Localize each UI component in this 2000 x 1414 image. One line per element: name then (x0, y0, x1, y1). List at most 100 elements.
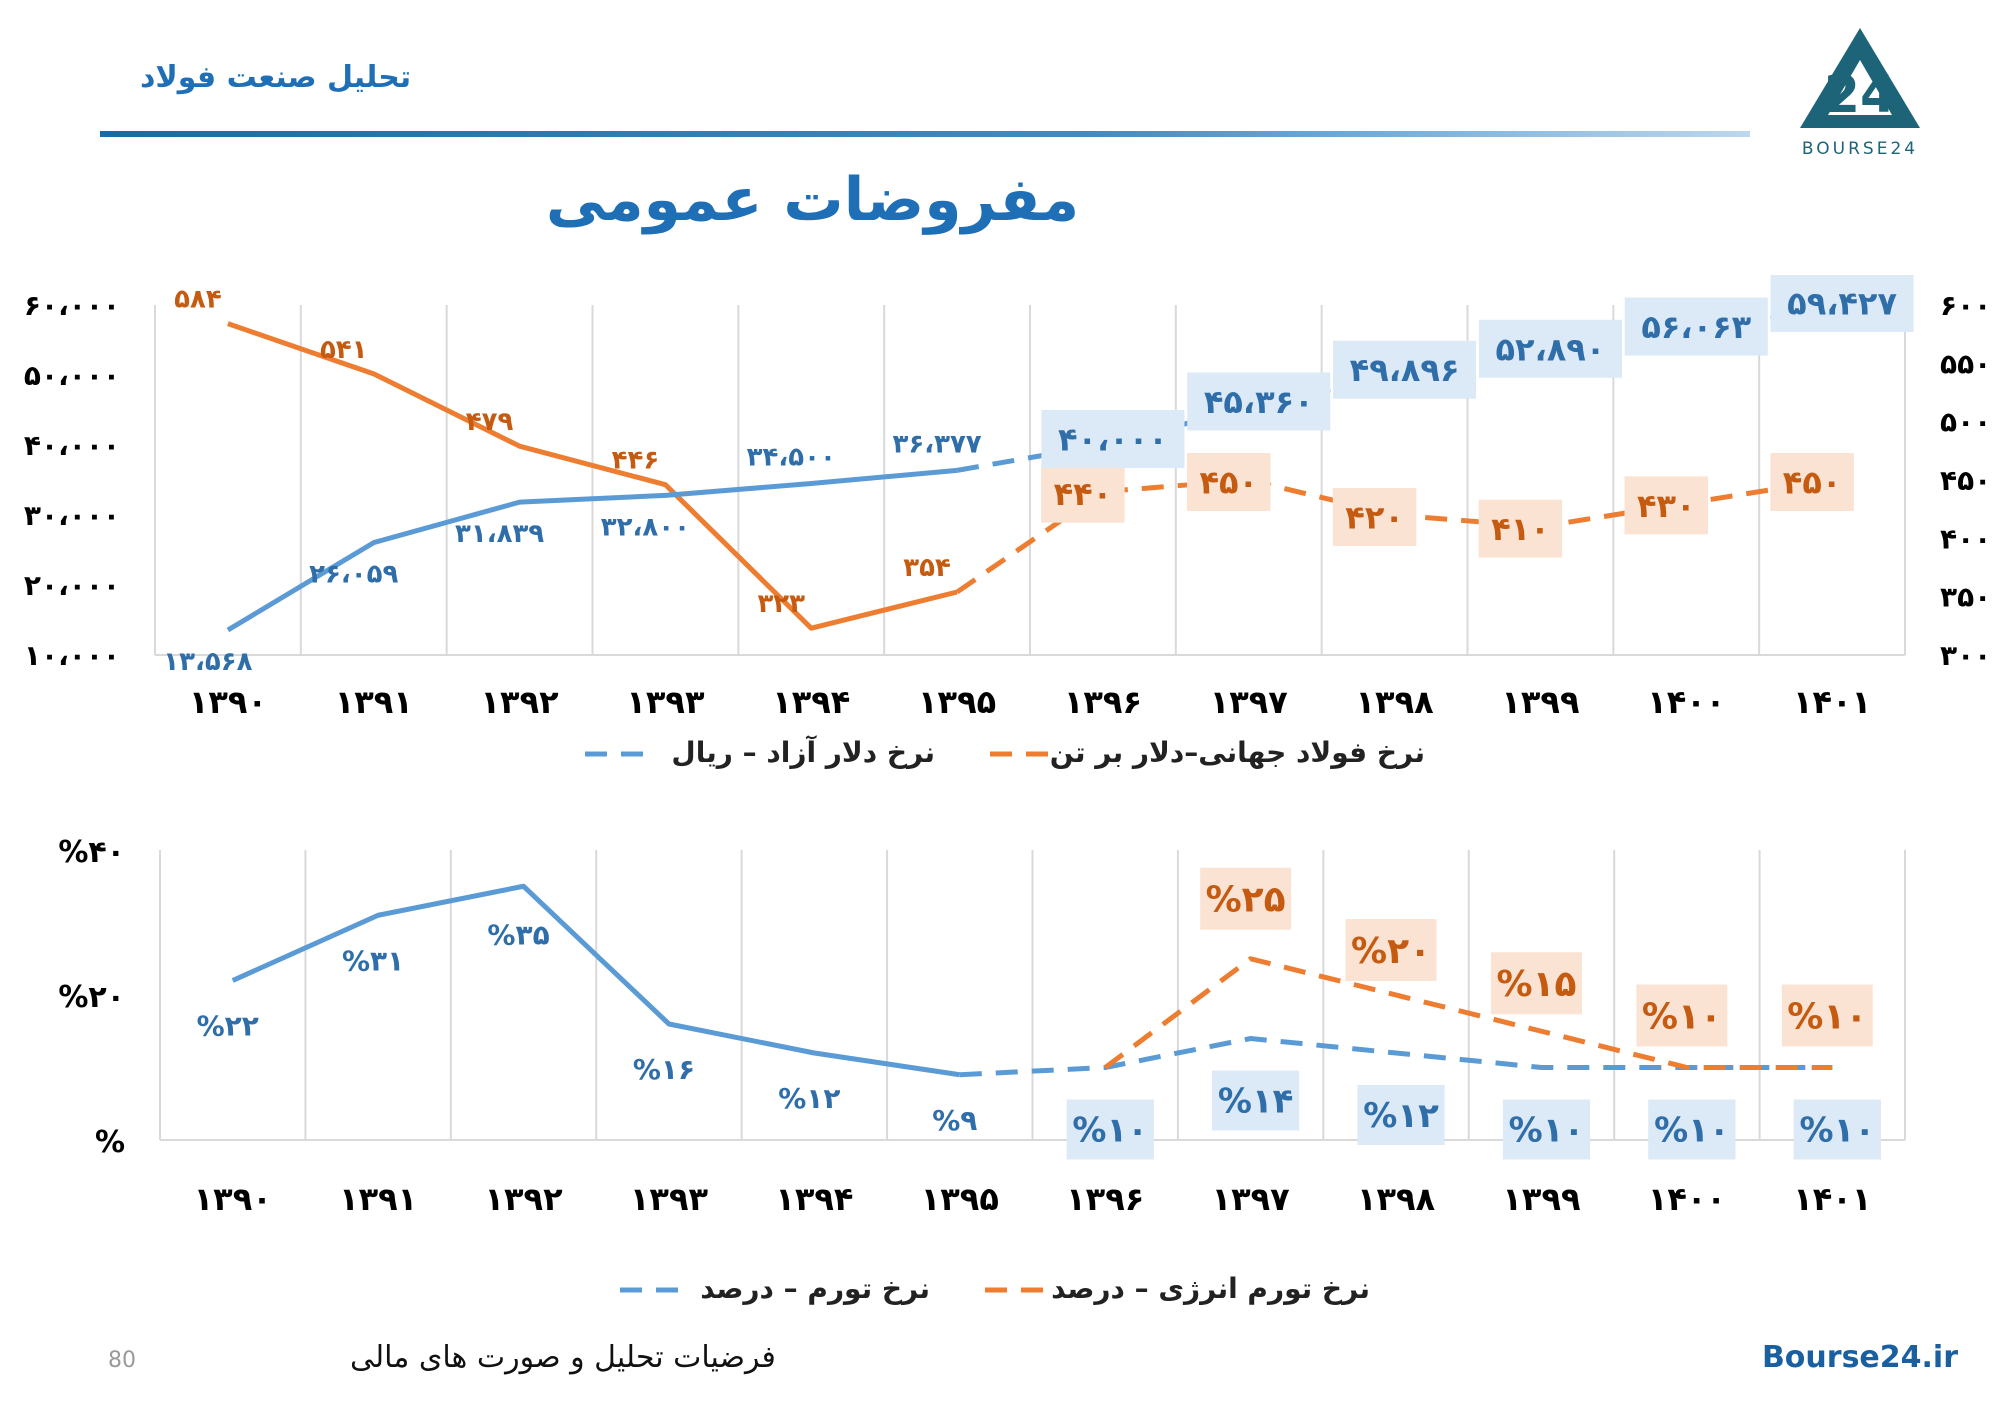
inflation-label: %۱۶ (633, 1053, 695, 1086)
legend-dollar-label: نرخ دلار آزاد – ریال (671, 735, 935, 769)
dollar-rate-label-box (1041, 410, 1185, 468)
logo-mark: 24 (1824, 65, 1896, 125)
footer-site-link[interactable]: Bourse24.ir (1761, 1340, 1958, 1375)
energy-inflation-label: %۱۵ (1496, 964, 1576, 1005)
dollar-rate-label: ۳۶،۳۷۷ (892, 429, 981, 459)
footer-caption: فرضیات تحلیل و صورت های مالی (350, 1340, 776, 1375)
y-axis-tick: % (95, 1125, 125, 1160)
dollar-rate-label: ۴۵،۳۶۰ (1204, 383, 1314, 421)
dollar-rate-label: ۵۲،۸۹۰ (1496, 330, 1606, 368)
x-axis-tick: ۱۴۰۰ (1647, 683, 1725, 721)
x-axis-tick: ۱۳۹۴ (775, 1180, 853, 1218)
page-number: 80 (108, 1348, 136, 1373)
right-axis-tick: ۳۰۰ (1940, 639, 1991, 672)
inflation-label: %۱۲ (1363, 1096, 1439, 1136)
inflation-label: %۱۴ (1218, 1082, 1294, 1122)
energy-inflation-label-box (1781, 984, 1873, 1047)
legend-steel-label: نرخ فولاد جهانی–دلار بر تن (1050, 736, 1425, 769)
x-axis-tick: ۱۴۰۱ (1793, 683, 1871, 721)
steel-price-actual-line (227, 321, 958, 631)
steel-price-label: ۵۸۴ (174, 285, 222, 315)
right-axis-tick: ۴۵۰ (1940, 464, 1991, 497)
x-axis-tick: ۱۳۹۸ (1356, 683, 1435, 721)
dollar-rate-label-box (1187, 372, 1331, 431)
left-axis-tick: ۴۰،۰۰۰ (24, 429, 120, 462)
steel-price-label: ۴۴۶ (612, 446, 660, 476)
right-axis-tick: ۶۰۰ (1940, 289, 1991, 322)
dollar-rate-label: ۳۱،۸۳۹ (455, 519, 544, 549)
dollar-rate-label-box (1624, 297, 1768, 356)
dollar-rate-actual-line (226, 467, 958, 633)
x-axis-tick: ۱۳۹۱ (335, 683, 413, 721)
left-axis-tick: ۱۰،۰۰۰ (24, 639, 120, 672)
dollar-rate-label: ۳۴،۵۰۰ (747, 443, 836, 473)
x-axis-tick: ۱۳۹۲ (484, 1180, 563, 1218)
energy-inflation-label: %۲۰ (1351, 931, 1431, 972)
x-axis-tick: ۱۳۹۷ (1210, 683, 1289, 721)
dollar-rate-label: ۴۰،۰۰۰ (1058, 421, 1168, 459)
inflation-label: %۹ (932, 1104, 977, 1137)
energy-inflation-label: %۱۰ (1787, 996, 1867, 1037)
steel-price-label: ۴۳۰ (1637, 487, 1696, 525)
x-axis-tick: ۱۳۹۶ (1064, 683, 1142, 721)
steel-price-label: ۴۷۹ (466, 407, 514, 437)
x-axis-tick: ۱۳۹۴ (772, 683, 850, 721)
y-axis-tick: %۴۰ (58, 835, 125, 870)
dollar-rate-label: ۳۲،۸۰۰ (601, 512, 690, 542)
dollar-rate-label: ۵۶،۰۶۳ (1641, 308, 1751, 346)
steel-price-label: ۳۵۴ (903, 553, 951, 583)
exchange-rate-steel-price-chart: ۶۰،۰۰۰ ۵۰،۰۰۰ ۴۰،۰۰۰ ۳۰،۰۰۰ ۲۰،۰۰۰ ۱۰،۰۰۰ ۶۰۰ ۵… (24, 275, 1991, 769)
dollar-rate-label: ۵۹،۴۲۷ (1787, 285, 1897, 323)
inflation-actual-line (231, 883, 961, 1078)
dollar-rate-label-box (1333, 340, 1477, 399)
left-axis-tick: ۲۰،۰۰۰ (24, 569, 120, 602)
x-axis-tick: ۱۳۹۰ (194, 1180, 272, 1218)
inflation-label-box (1357, 1085, 1445, 1145)
inflation-label-box (1793, 1099, 1881, 1160)
steel-price-label: ۴۴۰ (1054, 475, 1113, 513)
section-title: تحلیل صنعت فولاد (140, 60, 412, 95)
dollar-rate-label: ۲۶،۰۵۹ (309, 560, 398, 590)
steel-price-label-box (1770, 453, 1854, 511)
right-axis-tick: ۵۵۰ (1940, 347, 1991, 380)
x-axis-tick: ۱۳۹۹ (1501, 683, 1579, 721)
energy-inflation-forecast-line (1103, 956, 1833, 1070)
inflation-label-box (1212, 1070, 1300, 1131)
steel-price-label-box (1186, 453, 1271, 511)
steel-price-label: ۴۲۰ (1345, 499, 1404, 537)
dollar-rate-label-box (1770, 275, 1914, 333)
inflation-label: %۱۰ (1072, 1111, 1148, 1151)
x-axis-tick: ۱۳۹۵ (921, 1180, 999, 1218)
inflation-label: %۳۵ (487, 918, 549, 951)
steel-price-label: ۵۴۱ (320, 335, 368, 365)
steel-price-label: ۴۵۰ (1199, 464, 1258, 502)
steel-price-label-box (1478, 499, 1563, 558)
x-axis-tick: ۱۳۹۷ (1212, 1180, 1291, 1218)
x-axis-tick: ۱۳۹۵ (918, 683, 996, 721)
page-title: مفروضات عمومی (545, 165, 1080, 235)
steel-price-label-box (1624, 476, 1709, 535)
steel-price-label-box (1041, 464, 1125, 523)
bourse24-logo: 24 BOURSE24 (1800, 28, 1920, 159)
dollar-rate-label-box (1478, 319, 1622, 378)
inflation-label: %۱۰ (1509, 1111, 1585, 1151)
left-axis-tick: ۳۰،۰۰۰ (24, 499, 120, 532)
inflation-label: %۲۲ (197, 1010, 259, 1043)
legend-energy-label: نرخ تورم انرژی – درصد (1051, 1272, 1370, 1305)
x-axis-tick: ۱۴۰۰ (1648, 1180, 1726, 1218)
energy-inflation-label-box (1490, 952, 1582, 1015)
x-axis-tick: ۱۳۹۱ (339, 1180, 417, 1218)
legend-inflation-label: نرخ تورم – درصد (700, 1272, 930, 1305)
steel-price-label: ۴۱۰ (1491, 510, 1550, 548)
inflation-label: %۱۰ (1800, 1111, 1876, 1151)
inflation-label-box (1648, 1099, 1736, 1160)
energy-inflation-label: %۱۰ (1642, 996, 1722, 1037)
x-axis-tick: ۱۳۹۸ (1357, 1180, 1436, 1218)
x-axis-tick: ۱۳۹۶ (1066, 1180, 1144, 1218)
x-axis-tick: ۱۳۹۳ (626, 683, 705, 721)
inflation-label: %۱۲ (778, 1082, 840, 1115)
energy-inflation-label-box (1200, 867, 1292, 930)
left-axis-tick: ۵۰،۰۰۰ (24, 359, 120, 392)
steel-price-label: ۳۲۳ (757, 589, 805, 619)
right-axis-tick: ۴۰۰ (1940, 522, 1991, 555)
